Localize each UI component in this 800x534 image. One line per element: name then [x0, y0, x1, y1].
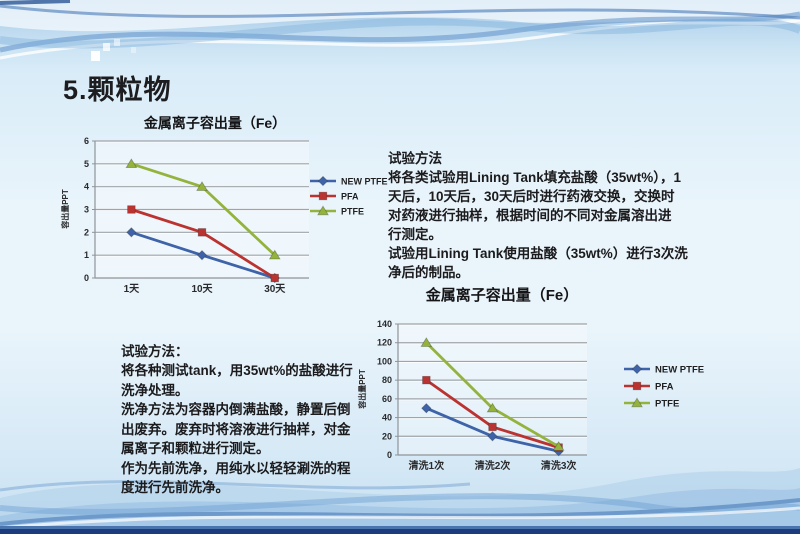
svg-text:1天: 1天	[124, 283, 141, 293]
test-method-top-heading: 试验方法	[388, 151, 442, 166]
square-sparkle	[114, 39, 120, 46]
svg-text:60: 60	[382, 394, 392, 404]
svg-text:10天: 10天	[191, 283, 213, 293]
svg-text:清洗1次: 清洗1次	[409, 459, 445, 472]
fe-dissolution-by-days-chart: 0 1 2 3 4 5 6 1天 10天 30天 金属离子容出量（Fe） 容出量PPT NEW PTFE…	[60, 115, 388, 293]
svg-text:清洗3次: 清洗3次	[541, 459, 577, 472]
svg-text:3: 3	[84, 205, 89, 215]
test-method-bottom-heading: 试验方法：	[121, 343, 189, 359]
svg-text:NEW PTFE: NEW PTFE	[655, 365, 704, 376]
fe-dissolution-by-wash-chart: 0 20 40 60 80 100 120 140 清洗1次 清洗2次 清洗3次 金属离子容出量（Fe…	[357, 286, 704, 472]
test-method-top-text: 试验方法将各类试验用Lining Tank填充盐酸（35wt%），1 天后，10…	[388, 130, 718, 282]
page-title: 5.颗粒物	[63, 75, 172, 105]
svg-text:0: 0	[387, 450, 392, 460]
test-method-bottom-body: 将各种测试tank，用35wt%的盐酸进行 洗净处理。 洗净方法为容器内倒满盐酸…	[121, 363, 353, 495]
svg-text:5: 5	[84, 159, 89, 169]
svg-text:金属离子容出量（Fe）: 金属离子容出量（Fe）	[425, 286, 579, 304]
svg-text:120: 120	[377, 338, 392, 348]
square-sparkle	[103, 43, 110, 51]
svg-text:30天: 30天	[264, 283, 286, 293]
svg-text:20: 20	[382, 431, 392, 441]
svg-text:金属离子容出量（Fe）: 金属离子容出量（Fe）	[143, 115, 286, 131]
svg-text:2: 2	[84, 227, 89, 237]
test-method-bottom-text: 试验方法： 将各种测试tank，用35wt%的盐酸进行 洗净处理。 洗净方法为容器…	[121, 322, 389, 498]
svg-text:6: 6	[84, 136, 89, 146]
svg-text:容出量PPT: 容出量PPT	[60, 189, 70, 230]
svg-text:40: 40	[382, 413, 392, 423]
svg-text:PTFE: PTFE	[655, 399, 679, 410]
svg-text:0: 0	[84, 273, 89, 283]
svg-text:NEW PTFE: NEW PTFE	[341, 177, 388, 187]
svg-text:容出量PPT: 容出量PPT	[357, 369, 367, 410]
top-wave-decoration	[0, 0, 800, 72]
square-sparkle	[91, 51, 100, 61]
svg-text:PFA: PFA	[341, 192, 359, 202]
svg-text:1: 1	[84, 250, 89, 260]
svg-text:140: 140	[377, 319, 392, 329]
svg-text:100: 100	[377, 356, 392, 366]
square-sparkle	[131, 47, 136, 53]
test-method-top-body: 将各类试验用Lining Tank填充盐酸（35wt%），1 天后，10天后，3…	[388, 170, 688, 280]
svg-text:80: 80	[382, 375, 392, 385]
svg-text:4: 4	[84, 182, 89, 192]
svg-text:清洗2次: 清洗2次	[475, 459, 511, 472]
svg-text:PFA: PFA	[655, 382, 674, 393]
svg-text:PTFE: PTFE	[341, 207, 364, 217]
